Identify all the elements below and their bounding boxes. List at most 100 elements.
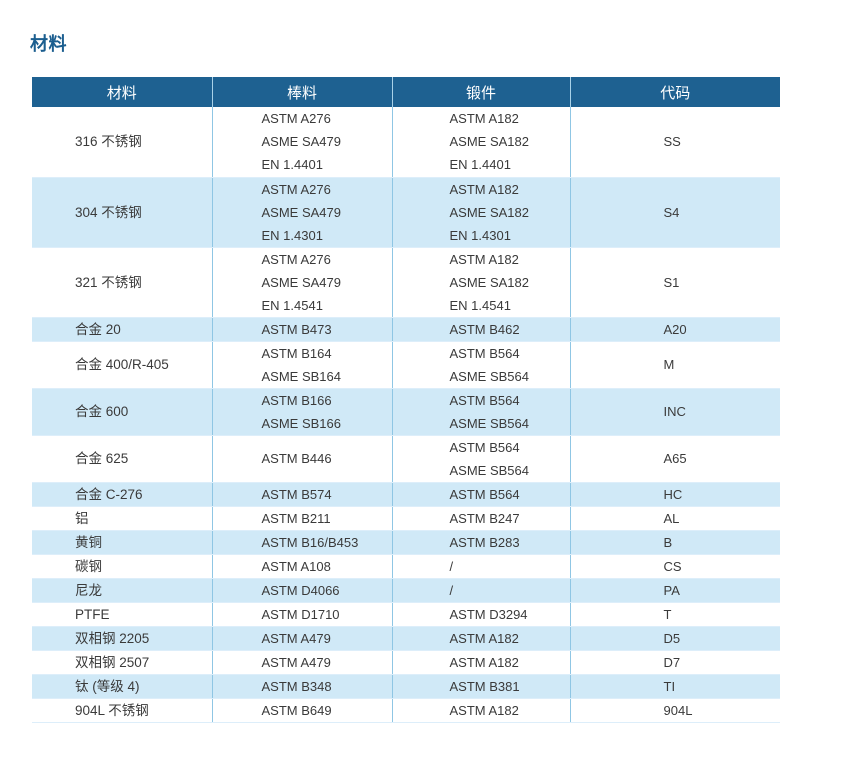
material-cell: 合金 625 [32, 435, 213, 483]
spec-line: ASME SA182 [449, 274, 530, 290]
material-cell: 合金 C-276 [32, 482, 213, 507]
code-cell: INC [570, 388, 780, 436]
spec-line: ASME SA479 [261, 134, 342, 150]
material-cell: 合金 600 [32, 388, 213, 436]
spec-line: ASTM B211 [261, 510, 331, 526]
code-cell: M [570, 341, 780, 389]
column-header-bar-stock: 棒料 [212, 77, 393, 107]
forging-cell: / [392, 578, 571, 603]
table-row: 合金 625 ASTM B446 ASTM B564 ASME SB564 A65 [32, 435, 780, 483]
material-cell: 316 不锈钢 [32, 107, 213, 178]
spec-line: ASTM B473 [261, 321, 332, 337]
material-cell: 合金 20 [32, 317, 213, 342]
material-cell: 321 不锈钢 [32, 247, 213, 318]
bar-stock-cell: ASTM B649 [212, 698, 393, 723]
spec-line: ASTM B16/B453 [261, 534, 359, 550]
spec-line: ASTM B649 [261, 702, 332, 718]
spec-line: ASME SB564 [449, 368, 530, 384]
code-cell: HC [570, 482, 780, 507]
table-row: 合金 400/R-405 ASTM B164 ASME SB164 ASTM B564… [32, 341, 780, 389]
material-cell: 合金 400/R-405 [32, 341, 213, 389]
forging-cell: ASTM B564 ASME SB564 [392, 341, 571, 389]
code-cell: CS [570, 554, 780, 579]
code-cell: T [570, 602, 780, 627]
materials-table: 材料 棒料 锻件 代码 316 不锈钢 ASTM A276 ASME SA479 EN… [32, 77, 780, 723]
code-cell: A65 [570, 435, 780, 483]
bar-stock-cell: ASTM B16/B453 [212, 530, 393, 555]
spec-line: ASME SB164 [261, 368, 342, 384]
code-cell: D7 [570, 650, 780, 675]
spec-line: ASME SB564 [449, 415, 530, 431]
forging-cell: ASTM A182 [392, 626, 571, 651]
table-row: 尼龙 ASTM D4066 / PA [32, 578, 780, 603]
spec-line: ASME SA182 [449, 204, 530, 220]
spec-line: ASME SB564 [449, 462, 530, 478]
spec-line: / [449, 582, 454, 598]
forging-cell: ASTM B564 ASME SB564 [392, 435, 571, 483]
spec-line: ASTM A182 [449, 251, 519, 267]
spec-line: ASTM B564 [449, 486, 520, 502]
bar-stock-cell: ASTM D1710 [212, 602, 393, 627]
code-cell: A20 [570, 317, 780, 342]
column-header-code: 代码 [570, 77, 780, 107]
material-cell: 904L 不锈钢 [32, 698, 213, 723]
bar-stock-cell: ASTM A479 [212, 626, 393, 651]
spec-line: ASTM A182 [449, 111, 519, 127]
spec-line: ASTM D3294 [449, 606, 528, 622]
table-row: 合金 20 ASTM B473 ASTM B462 A20 [32, 317, 780, 342]
spec-line: EN 1.4541 [261, 297, 323, 313]
forging-cell: ASTM B462 [392, 317, 571, 342]
spec-line: / [449, 558, 454, 574]
table-row: 304 不锈钢 ASTM A276 ASME SA479 EN 1.4301 ASTM … [32, 177, 780, 248]
table-row: 合金 C-276 ASTM B574 ASTM B564 HC [32, 482, 780, 507]
table-header: 材料 棒料 锻件 代码 [32, 77, 780, 107]
table-row: 双相钢 2205 ASTM A479 ASTM A182 D5 [32, 626, 780, 651]
spec-line: ASTM B462 [449, 321, 520, 337]
spec-line: ASTM A479 [261, 654, 331, 670]
material-cell: 铝 [32, 506, 213, 531]
spec-line: ASTM B564 [449, 392, 520, 408]
spec-line: ASTM B166 [261, 392, 332, 408]
material-cell: 双相钢 2507 [32, 650, 213, 675]
spec-line: ASTM A182 [449, 654, 519, 670]
table-row: 904L 不锈钢 ASTM B649 ASTM A182 904L [32, 698, 780, 723]
code-cell: B [570, 530, 780, 555]
material-cell: PTFE [32, 602, 213, 627]
forging-cell: / [392, 554, 571, 579]
spec-line: ASTM B446 [261, 451, 332, 466]
spec-line: EN 1.4401 [449, 157, 511, 173]
column-header-forging: 锻件 [392, 77, 571, 107]
forging-cell: ASTM A182 [392, 650, 571, 675]
code-cell: D5 [570, 626, 780, 651]
spec-line: ASME SA182 [449, 134, 530, 150]
forging-cell: ASTM B283 [392, 530, 571, 555]
spec-line: ASTM A182 [449, 630, 519, 646]
forging-cell: ASTM A182 [392, 698, 571, 723]
spec-line: ASTM A479 [261, 630, 331, 646]
spec-line: ASTM B574 [261, 486, 332, 502]
code-cell: AL [570, 506, 780, 531]
forging-cell: ASTM D3294 [392, 602, 571, 627]
bar-stock-cell: ASTM A479 [212, 650, 393, 675]
spec-line: ASTM B247 [449, 510, 520, 526]
forging-cell: ASTM B247 [392, 506, 571, 531]
table-row: PTFE ASTM D1710 ASTM D3294 T [32, 602, 780, 627]
forging-cell: ASTM B564 ASME SB564 [392, 388, 571, 436]
table-header-row: 材料 棒料 锻件 代码 [32, 77, 780, 107]
spec-line: ASME SA479 [261, 204, 342, 220]
bar-stock-cell: ASTM B446 [212, 435, 393, 483]
code-cell: S1 [570, 247, 780, 318]
table-row: 321 不锈钢 ASTM A276 ASME SA479 EN 1.4541 ASTM … [32, 247, 780, 318]
bar-stock-cell: ASTM B574 [212, 482, 393, 507]
spec-line: ASME SB166 [261, 415, 342, 431]
material-cell: 钛 (等级 4) [32, 674, 213, 699]
material-cell: 黄铜 [32, 530, 213, 555]
table-row: 双相钢 2507 ASTM A479 ASTM A182 D7 [32, 650, 780, 675]
bar-stock-cell: ASTM B473 [212, 317, 393, 342]
spec-line: ASTM B283 [449, 534, 520, 550]
spec-line: EN 1.4541 [449, 297, 511, 313]
spec-line: ASTM D4066 [261, 582, 340, 598]
bar-stock-cell: ASTM B166 ASME SB166 [212, 388, 393, 436]
spec-line: ASTM A276 [261, 251, 331, 267]
material-cell: 尼龙 [32, 578, 213, 603]
